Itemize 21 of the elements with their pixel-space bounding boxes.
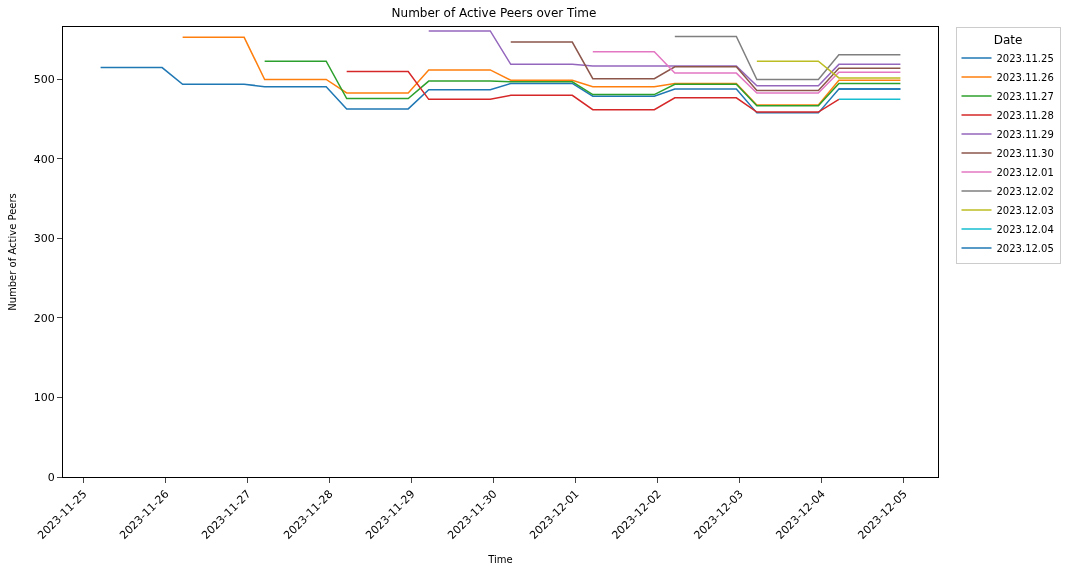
chart-title: Number of Active Peers over Time (391, 6, 597, 21)
legend-label: 2023.12.03 (996, 205, 1054, 216)
y-tick-label: 100 (33, 391, 55, 405)
y-tick-label: 200 (33, 311, 55, 325)
legend-label: 2023.11.30 (996, 148, 1054, 159)
legend-label: 2023.11.28 (996, 110, 1054, 121)
legend-label: 2023.11.29 (996, 129, 1054, 140)
legend-label: 2023.12.05 (996, 243, 1054, 254)
y-axis-title: Number of Active Peers (6, 193, 18, 311)
y-tick-label: 500 (33, 73, 55, 87)
y-tick-label: 0 (47, 470, 55, 484)
y-tick-label: 400 (33, 152, 55, 166)
legend-title: Date (993, 32, 1023, 47)
legend-label: 2023.11.27 (996, 91, 1054, 102)
legend-label: 2023.12.04 (996, 224, 1054, 235)
x-axis-title: Time (487, 554, 513, 566)
y-tick-label: 300 (33, 232, 55, 246)
legend-label: 2023.12.01 (996, 167, 1054, 178)
legend-label: 2023.11.26 (996, 72, 1054, 83)
legend-label: 2023.11.25 (996, 53, 1054, 64)
legend-label: 2023.12.02 (996, 186, 1054, 197)
